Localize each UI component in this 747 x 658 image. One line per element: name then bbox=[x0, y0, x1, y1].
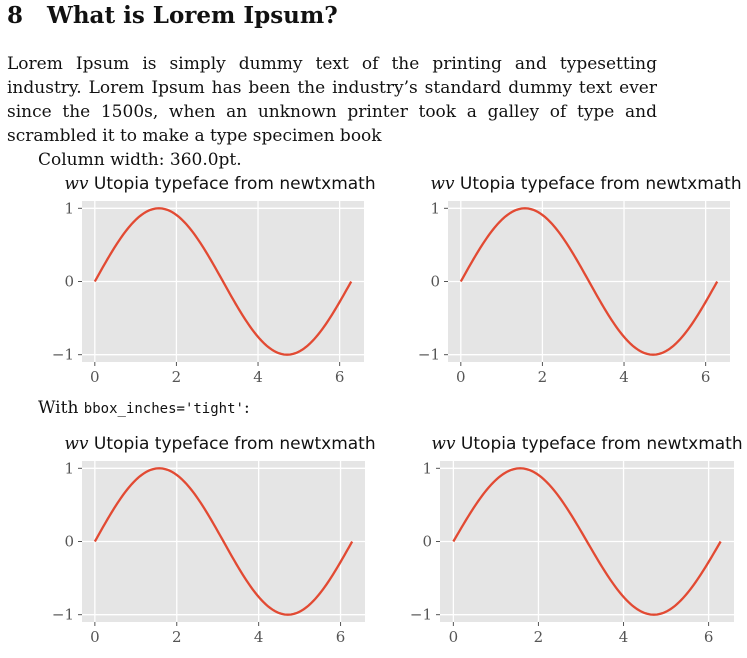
y-tick-label: 1 bbox=[64, 459, 74, 477]
x-tick-label: 0 bbox=[90, 628, 100, 646]
chart-title: wv Utopia typeface from newtxmath bbox=[64, 174, 375, 194]
bbox-caption: With bbox_inches='tight': bbox=[38, 398, 250, 418]
chart-title-text: Utopia typeface from newtxmath bbox=[89, 174, 376, 194]
sine-series-line bbox=[93, 467, 354, 616]
chart-top-right: wv Utopia typeface from newtxmath 0 2 4 6 −1 0… bbox=[418, 174, 742, 386]
x-tick-label: 4 bbox=[619, 368, 629, 386]
section-number: 8 bbox=[7, 2, 24, 29]
chart-title-math: wv bbox=[64, 174, 89, 194]
chart-title-text: Utopia typeface from newtxmath bbox=[89, 434, 376, 454]
body-paragraph: Lorem Ipsum is simply dummy text of the … bbox=[7, 54, 657, 146]
y-tick-label: 0 bbox=[422, 533, 432, 551]
chart-title: wv Utopia typeface from newtxmath bbox=[430, 174, 741, 194]
chart-top-left: wv Utopia typeface from newtxmath 0 2 4 6 −1 0… bbox=[52, 174, 376, 386]
x-tick-label: 6 bbox=[704, 628, 714, 646]
chart-bottom-right: wv Utopia typeface from newtxmath 0 2 4 6 −1 0… bbox=[410, 434, 743, 646]
bbox-code: bbox_inches='tight' bbox=[83, 401, 244, 417]
x-tick-label: 2 bbox=[172, 628, 182, 646]
y-tick-label: −1 bbox=[52, 346, 74, 364]
x-tick-label: 6 bbox=[335, 368, 345, 386]
y-tick-label: 0 bbox=[64, 273, 74, 291]
x-tick-label: 4 bbox=[253, 368, 263, 386]
y-tick-label: 0 bbox=[64, 533, 74, 551]
chart-title-text: Utopia typeface from newtxmath bbox=[455, 174, 742, 194]
x-tick-label: 0 bbox=[456, 368, 466, 386]
x-tick-label: 6 bbox=[701, 368, 711, 386]
y-tick-label: −1 bbox=[410, 606, 432, 624]
chart-title: wv Utopia typeface from newtxmath bbox=[431, 434, 742, 454]
section-heading: 8 What is Lorem Ipsum? bbox=[7, 2, 338, 29]
chart-bottom-left: wv Utopia typeface from newtxmath 0 2 4 6 −1 0… bbox=[52, 434, 376, 646]
y-tick-label: 1 bbox=[430, 199, 440, 217]
sine-series-line bbox=[459, 207, 719, 356]
y-tick-label: 1 bbox=[422, 459, 432, 477]
chart-title: wv Utopia typeface from newtxmath bbox=[64, 434, 375, 454]
chart-title-math: wv bbox=[64, 434, 89, 454]
x-tick-label: 2 bbox=[538, 368, 548, 386]
x-tick-label: 6 bbox=[336, 628, 346, 646]
x-tick-label: 0 bbox=[90, 368, 100, 386]
chart-title-math: wv bbox=[430, 174, 455, 194]
y-tick-label: −1 bbox=[52, 606, 74, 624]
y-tick-label: 1 bbox=[64, 199, 74, 217]
sine-series-line bbox=[452, 467, 722, 616]
bbox-prefix: With bbox=[38, 398, 84, 418]
y-tick-label: 0 bbox=[430, 273, 440, 291]
chart-title-math: wv bbox=[431, 434, 456, 454]
x-tick-label: 2 bbox=[172, 368, 182, 386]
column-width-text: Column width: 360.0pt. bbox=[38, 150, 242, 170]
x-tick-label: 2 bbox=[534, 628, 544, 646]
x-tick-label: 0 bbox=[449, 628, 459, 646]
sine-series-line bbox=[93, 207, 353, 356]
chart-title-text: Utopia typeface from newtxmath bbox=[456, 434, 743, 454]
section-title: What is Lorem Ipsum? bbox=[47, 2, 338, 29]
x-tick-label: 4 bbox=[254, 628, 264, 646]
x-tick-label: 4 bbox=[619, 628, 629, 646]
bbox-suffix: : bbox=[243, 398, 250, 418]
y-tick-label: −1 bbox=[418, 346, 440, 364]
